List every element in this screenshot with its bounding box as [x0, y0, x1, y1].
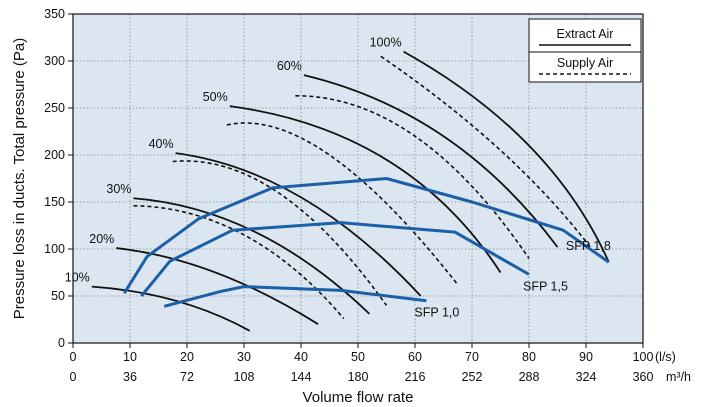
extract-curve-100pct — [403, 50, 610, 263]
sfp-curve-sfp-1-0 — [163, 285, 427, 308]
x-tick-label: 100 — [633, 350, 654, 364]
fan-speed-label-50pct: 50% — [203, 90, 228, 104]
x-tick-label: 50 — [351, 350, 365, 364]
fan-speed-label-60pct: 60% — [277, 59, 302, 73]
x2-tick-label: 144 — [291, 370, 312, 384]
x-tick-label: 0 — [70, 350, 77, 364]
x-tick-label: 60 — [408, 350, 422, 364]
x2-tick-label: 360 — [633, 370, 654, 384]
x-tick-label: 20 — [180, 350, 194, 364]
x-tick-label: 90 — [579, 350, 593, 364]
x2-tick-label: 180 — [348, 370, 369, 384]
extract-curve-50pct — [229, 105, 502, 273]
y-tick-label: 350 — [44, 7, 65, 21]
legend-label-supply-air: Supply Air — [557, 56, 613, 70]
x-tick-label: 80 — [522, 350, 536, 364]
x2-axis-unit: m³/h — [666, 370, 691, 384]
x-tick-label: 30 — [237, 350, 251, 364]
fan-speed-label-10pct: 10% — [65, 271, 90, 285]
fan-curves — [91, 50, 610, 332]
fan-speed-label-30pct: 30% — [106, 182, 131, 196]
supply-curve-60pct — [295, 94, 530, 259]
x2-tick-label: 108 — [234, 370, 255, 384]
legend-label-extract-air: Extract Air — [557, 27, 614, 41]
x-tick-label: 40 — [294, 350, 308, 364]
x2-tick-label: 72 — [180, 370, 194, 384]
supply-curve-30pct — [133, 204, 345, 320]
y-tick-label: 0 — [58, 336, 65, 350]
y-tick-label: 300 — [44, 54, 65, 68]
y-tick-label: 100 — [44, 242, 65, 256]
extract-curve-40pct — [175, 152, 422, 297]
x-axis-unit: (l/s) — [655, 350, 676, 364]
sfp-curves — [123, 177, 610, 308]
supply-curve-50pct — [226, 122, 459, 286]
sfp-label-sfp-1-0: SFP 1,0 — [414, 306, 459, 320]
extract-curve-60pct — [303, 74, 559, 248]
legend: Extract Air Supply Air — [528, 18, 642, 83]
sfp-label-sfp-1-8: SFP 1,8 — [566, 239, 611, 253]
x-tick-label: 70 — [465, 350, 479, 364]
x2-tick-label: 216 — [405, 370, 426, 384]
x2-tick-label: 288 — [519, 370, 540, 384]
sfp-label-sfp-1-5: SFP 1,5 — [523, 279, 568, 293]
sfp-curve-sfp-1-8 — [123, 177, 610, 294]
y-tick-label: 50 — [51, 289, 65, 303]
curve-labels: 10% 20% 30% 40% 50% 60% 100% SFP 1,0 SFP 1,5 SFP … — [65, 36, 611, 320]
y-tick-label: 200 — [44, 148, 65, 162]
supply-curve-40pct — [172, 160, 388, 306]
y-tick-label: 150 — [44, 195, 65, 209]
fan-speed-label-100pct: 100% — [370, 36, 402, 50]
x2-tick-label: 252 — [462, 370, 483, 384]
extract-curve-30pct — [133, 197, 371, 315]
extract-curve-20pct — [116, 247, 319, 325]
y-tick-label: 250 — [44, 101, 65, 115]
x2-tick-label: 0 — [70, 370, 77, 384]
supply-curve-100pct — [380, 55, 593, 250]
extract-curve-10pct — [91, 285, 251, 332]
sfp-curve-sfp-1-5 — [140, 221, 530, 297]
x2-tick-label: 324 — [576, 370, 597, 384]
y-axis-ticks: 0 50 100 150 200 250 300 350 — [44, 7, 73, 350]
x-tick-label: 10 — [123, 350, 137, 364]
x2-tick-label: 36 — [123, 370, 137, 384]
y-axis-title: Pressure loss in ducts. Total pressure (… — [11, 38, 28, 320]
x-axis-title: Volume flow rate — [303, 389, 414, 406]
fan-speed-label-40pct: 40% — [149, 137, 174, 151]
fan-speed-label-20pct: 20% — [89, 232, 114, 246]
x-axis-ticks: 0 0 10 36 20 72 30 108 40 144 50 180 60 216 70 252 80 288… — [70, 343, 654, 384]
legend-box — [528, 18, 642, 83]
